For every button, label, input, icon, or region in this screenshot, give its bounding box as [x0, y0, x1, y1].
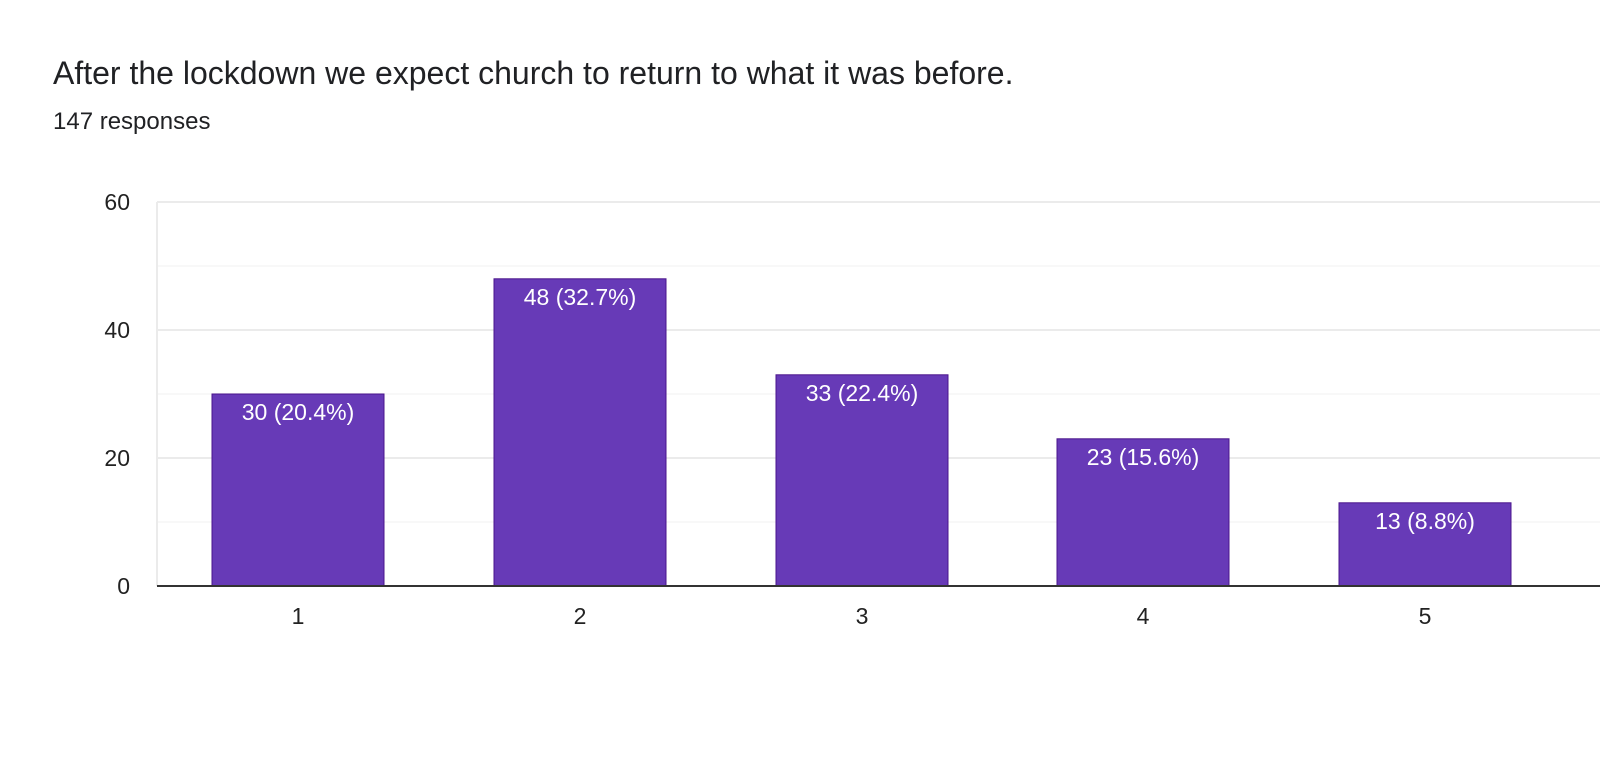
response-count: 147 responses — [53, 108, 211, 135]
x-tick-label: 1 — [292, 603, 305, 629]
y-tick-label: 40 — [104, 317, 130, 343]
bar-data-label: 23 (15.6%) — [1087, 444, 1200, 470]
question-title: After the lockdown we expect church to r… — [53, 55, 1014, 91]
x-tick-label: 3 — [856, 603, 869, 629]
bar-2 — [493, 278, 667, 587]
bar-data-label: 48 (32.7%) — [524, 284, 637, 310]
y-tick-label: 20 — [104, 445, 130, 471]
y-tick-label: 60 — [104, 189, 130, 215]
x-tick-label: 4 — [1137, 603, 1150, 629]
bar-data-label: 33 (22.4%) — [806, 380, 919, 406]
x-tick-label: 2 — [574, 603, 587, 629]
bars — [211, 278, 1512, 587]
bar-data-label: 13 (8.8%) — [1375, 508, 1475, 534]
x-tick-label: 5 — [1419, 603, 1432, 629]
bar-3 — [775, 374, 949, 587]
gridlines — [156, 201, 1600, 586]
y-tick-label: 0 — [117, 573, 130, 599]
labels: 0 20 40 60 30 (20.4%) 1 48 (32.7%) 2 33 (22.4%) 3… — [104, 189, 1474, 629]
bar-data-label: 30 (20.4%) — [242, 399, 355, 425]
bar-1 — [211, 393, 385, 587]
bar-5 — [1338, 502, 1512, 587]
bar-4 — [1056, 438, 1230, 587]
